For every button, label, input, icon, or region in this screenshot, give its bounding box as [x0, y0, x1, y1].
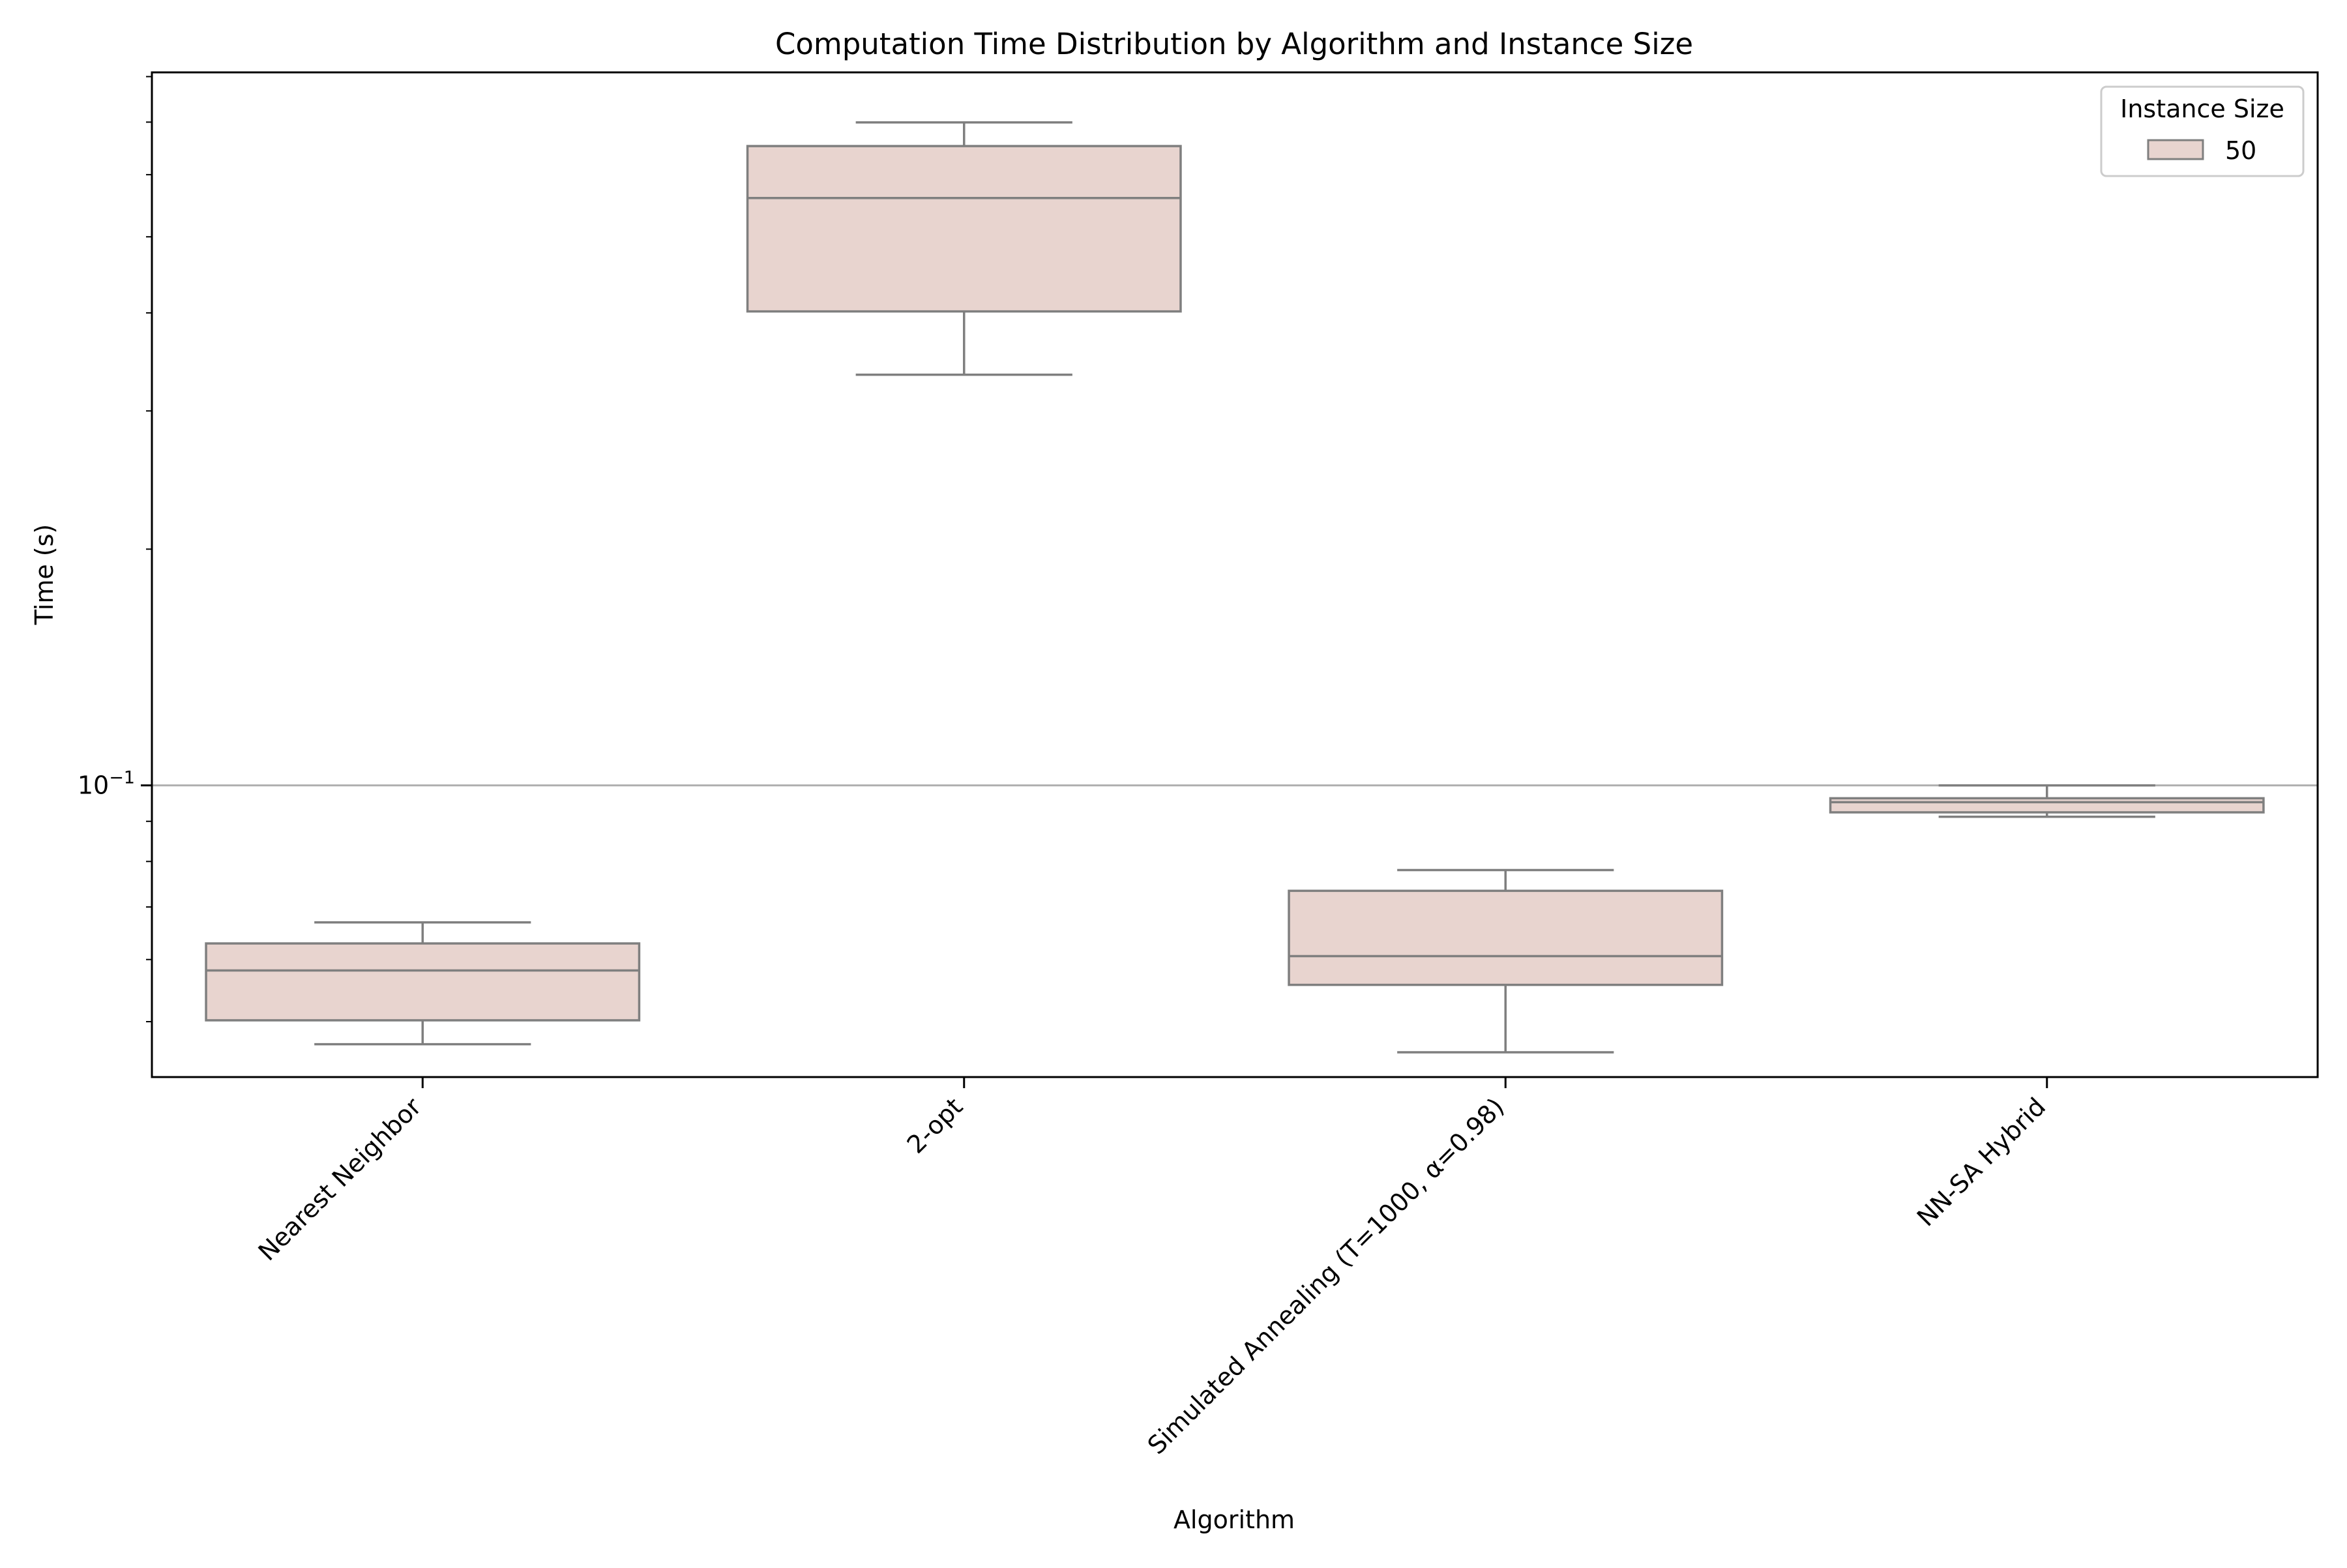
x-axis-label: Algorithm — [1174, 1505, 1295, 1534]
legend-title: Instance Size — [2120, 95, 2284, 123]
box-group — [746, 121, 1182, 376]
y-tick-label: 10−1 — [78, 768, 135, 800]
y-axis-label: Time (s) — [30, 524, 59, 626]
legend: Instance Size 50 — [2100, 85, 2305, 177]
plot-frame — [151, 71, 2319, 1078]
box-group — [1288, 868, 1724, 1054]
box-iqr — [205, 942, 641, 1022]
legend-swatch — [2147, 139, 2204, 160]
box-iqr — [1829, 797, 2265, 814]
legend-entry-label: 50 — [2225, 136, 2256, 165]
box-layer — [205, 121, 2265, 1054]
chart-title: Computation Time Distribution by Algorit… — [775, 27, 1693, 61]
box-group — [205, 921, 641, 1046]
box-iqr — [1288, 889, 1724, 986]
box-iqr — [746, 145, 1182, 313]
y-axis: 10−1 — [78, 76, 152, 1023]
box-group — [1829, 784, 2265, 818]
